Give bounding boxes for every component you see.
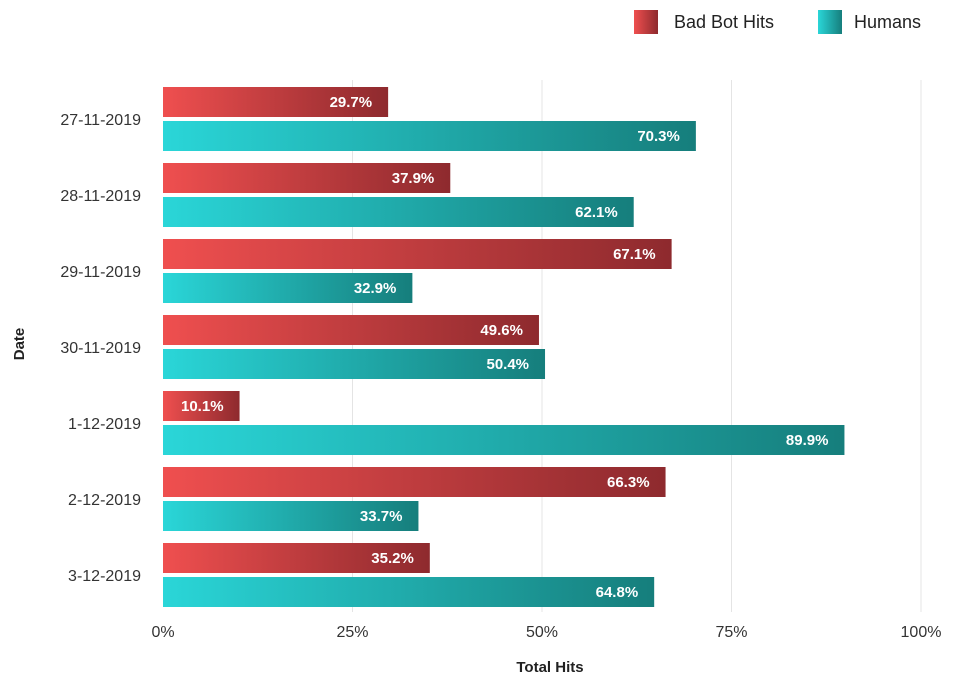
x-tick-label: 50% xyxy=(526,624,558,641)
bar-value-label-humans: 89.9% xyxy=(786,432,829,449)
bar-bad-bot-hits xyxy=(163,467,666,497)
x-tick-label: 75% xyxy=(715,624,747,641)
bar-value-label-bad-bot-hits: 67.1% xyxy=(613,246,656,263)
y-tick-label: 30-11-2019 xyxy=(60,340,141,357)
bar-value-label-bad-bot-hits: 49.6% xyxy=(480,322,523,339)
x-axis-ticks: 0% 25% 50% 75% 100% xyxy=(151,624,941,641)
y-tick-label: 28-11-2019 xyxy=(60,188,141,205)
bar-value-label-bad-bot-hits: 29.7% xyxy=(330,94,373,111)
bar-value-label-humans: 70.3% xyxy=(637,128,680,145)
x-tick-label: 25% xyxy=(336,624,368,641)
legend-label-bad-bot-hits: Bad Bot Hits xyxy=(674,12,774,32)
bar-bad-bot-hits xyxy=(163,315,539,345)
bar-humans xyxy=(163,425,845,455)
bar-bad-bot-hits xyxy=(163,391,240,421)
bar-value-label-humans: 32.9% xyxy=(354,280,397,297)
bar-value-label-humans: 50.4% xyxy=(486,356,529,373)
y-axis-ticks: 27-11-2019 28-11-2019 29-11-2019 30-11-2019… xyxy=(60,112,141,585)
bar-humans xyxy=(163,577,655,607)
y-axis-title: Date xyxy=(11,328,28,361)
bar-value-label-bad-bot-hits: 10.1% xyxy=(181,398,224,415)
y-tick-label: 3-12-2019 xyxy=(68,568,141,585)
bar-bad-bot-hits xyxy=(163,87,389,117)
bar-value-label-bad-bot-hits: 37.9% xyxy=(392,170,435,187)
y-tick-label: 27-11-2019 xyxy=(60,112,141,129)
bar-value-label-humans: 64.8% xyxy=(596,584,639,601)
x-tick-label: 100% xyxy=(901,624,942,641)
x-axis-title: Total Hits xyxy=(516,659,583,676)
gridlines xyxy=(352,80,922,612)
bar-value-label-humans: 33.7% xyxy=(360,508,403,525)
bar-value-label-bad-bot-hits: 35.2% xyxy=(371,550,414,567)
bar-value-label-humans: 62.1% xyxy=(575,204,618,221)
x-tick-label: 0% xyxy=(151,624,174,641)
bar-value-label-bad-bot-hits: 66.3% xyxy=(607,474,650,491)
bar-bad-bot-hits xyxy=(163,543,430,573)
legend-swatch-humans xyxy=(818,10,842,34)
legend-label-humans: Humans xyxy=(854,12,921,32)
legend: Bad Bot Hits Humans xyxy=(634,10,921,34)
legend-swatch-bad-bot-hits xyxy=(634,10,658,34)
y-tick-label: 29-11-2019 xyxy=(60,264,141,281)
bar-humans xyxy=(163,121,696,151)
bar-bad-bot-hits xyxy=(163,163,451,193)
bar-humans xyxy=(163,349,546,379)
bar-humans xyxy=(163,273,413,303)
bar-humans xyxy=(163,501,419,531)
y-tick-label: 2-12-2019 xyxy=(68,492,141,509)
bar-bad-bot-hits xyxy=(163,239,672,269)
bars: 29.7% 70.3% 37.9% 62.1% 67.1% 32.9% 49.6% 50.4%… xyxy=(163,87,845,607)
y-tick-label: 1-12-2019 xyxy=(68,416,141,433)
bar-humans xyxy=(163,197,634,227)
